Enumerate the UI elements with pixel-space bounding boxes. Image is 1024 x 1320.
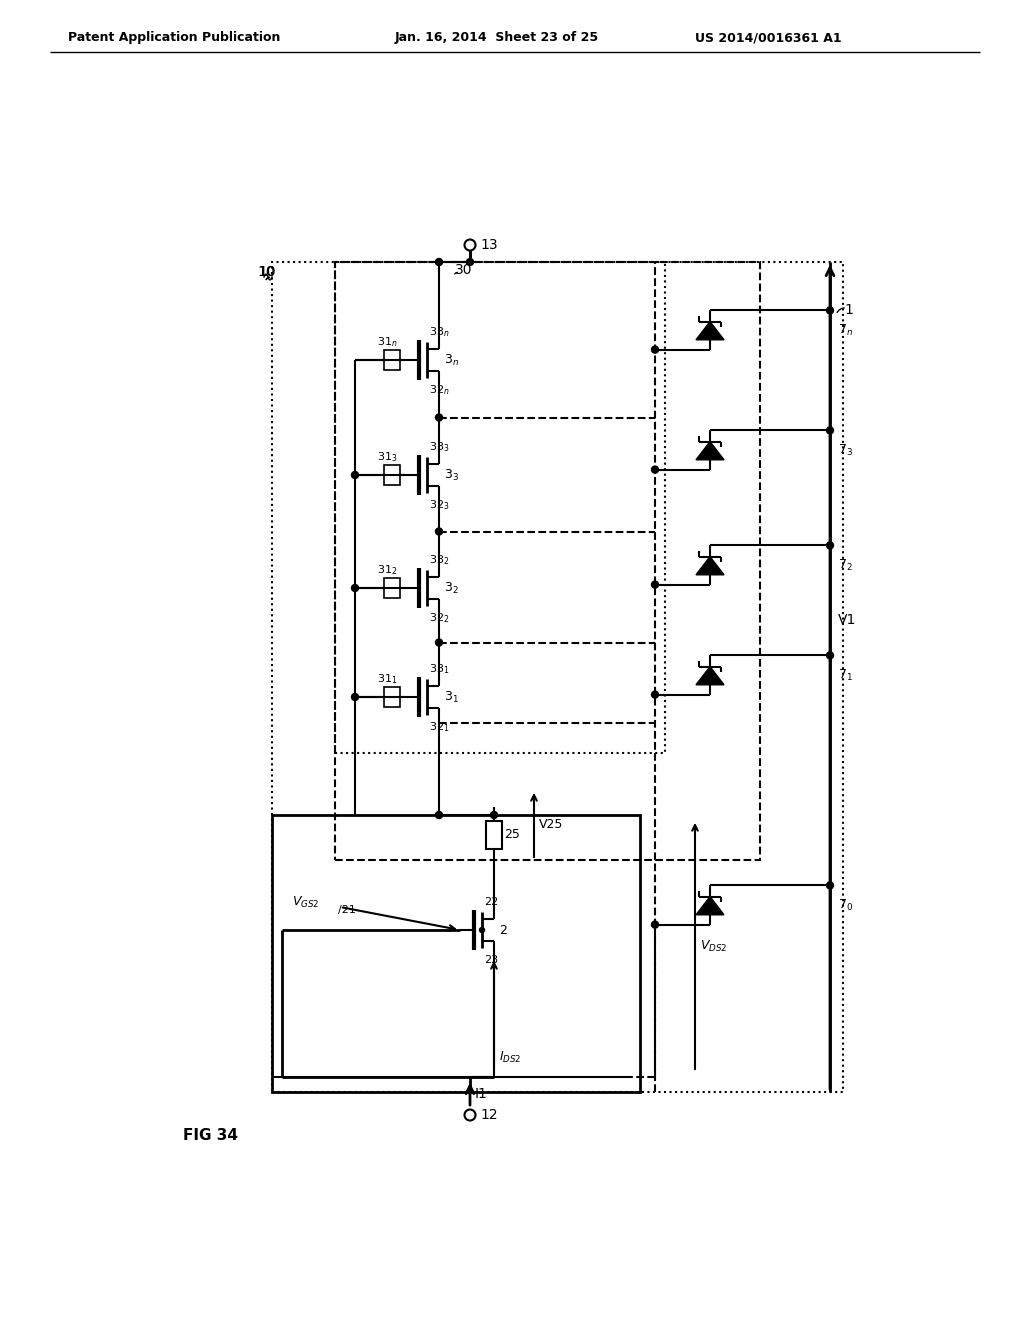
Text: 3$_2$: 3$_2$ (444, 581, 459, 595)
Circle shape (435, 812, 442, 818)
Text: 7$_0$: 7$_0$ (838, 898, 853, 912)
Text: FIG 34: FIG 34 (183, 1127, 238, 1143)
Text: 2: 2 (499, 924, 507, 936)
Text: Jan. 16, 2014  Sheet 23 of 25: Jan. 16, 2014 Sheet 23 of 25 (395, 32, 599, 45)
Text: 32$_1$: 32$_1$ (429, 721, 450, 734)
Bar (486, 821, 502, 849)
Text: 7$_3$: 7$_3$ (838, 442, 853, 458)
Bar (384, 350, 400, 370)
Text: 31$_1$: 31$_1$ (377, 672, 397, 686)
Circle shape (435, 414, 442, 421)
Text: V1: V1 (838, 612, 856, 627)
Text: 7$_2$: 7$_2$ (838, 557, 853, 573)
Text: 12: 12 (480, 1107, 498, 1122)
Polygon shape (696, 322, 724, 339)
Polygon shape (696, 896, 724, 915)
Circle shape (351, 693, 358, 701)
Circle shape (826, 306, 834, 314)
Circle shape (826, 882, 834, 888)
Text: 33$_3$: 33$_3$ (429, 440, 450, 454)
Circle shape (651, 581, 658, 589)
Text: 30: 30 (455, 263, 472, 277)
Text: 3$_3$: 3$_3$ (444, 467, 459, 483)
Circle shape (351, 471, 358, 479)
Text: 3$_1$: 3$_1$ (444, 689, 459, 705)
Text: 7$_1$: 7$_1$ (838, 668, 853, 682)
Circle shape (479, 928, 484, 932)
Circle shape (467, 259, 473, 265)
Circle shape (490, 812, 498, 818)
Bar (384, 686, 400, 708)
Circle shape (826, 426, 834, 434)
Text: 33$_n$: 33$_n$ (429, 325, 450, 339)
Circle shape (826, 652, 834, 659)
Text: 33$_1$: 33$_1$ (429, 663, 450, 676)
Text: V25: V25 (539, 818, 563, 832)
Circle shape (651, 346, 658, 354)
Text: 10: 10 (258, 265, 275, 279)
Text: $V_{GS2}$: $V_{GS2}$ (292, 895, 319, 909)
Text: 1: 1 (844, 304, 853, 317)
Bar (335, 261, 665, 752)
Circle shape (465, 239, 475, 251)
Polygon shape (696, 667, 724, 685)
Text: 13: 13 (480, 238, 498, 252)
Bar (384, 465, 400, 484)
Circle shape (435, 259, 442, 265)
Circle shape (651, 921, 658, 928)
Text: 25: 25 (504, 829, 520, 842)
Circle shape (465, 1110, 475, 1121)
Text: 31$_3$: 31$_3$ (377, 450, 397, 463)
Text: $I_{DS2}$: $I_{DS2}$ (499, 1049, 521, 1064)
Polygon shape (696, 442, 724, 459)
Text: 31$_2$: 31$_2$ (377, 564, 397, 577)
Text: Patent Application Publication: Patent Application Publication (68, 32, 281, 45)
Text: 32$_3$: 32$_3$ (429, 498, 450, 512)
Text: I1: I1 (475, 1086, 487, 1101)
Text: 7$_n$: 7$_n$ (838, 322, 853, 338)
Polygon shape (696, 557, 724, 574)
Bar (335, 261, 760, 861)
Circle shape (826, 543, 834, 549)
Circle shape (651, 466, 658, 473)
Text: $V_{DS2}$: $V_{DS2}$ (700, 939, 727, 953)
Text: 31$_n$: 31$_n$ (377, 335, 397, 348)
Text: 22: 22 (484, 898, 499, 907)
Circle shape (651, 692, 658, 698)
Text: 33$_2$: 33$_2$ (429, 553, 450, 566)
Text: 23: 23 (484, 954, 498, 965)
Bar (384, 578, 400, 598)
Text: 32$_2$: 32$_2$ (429, 611, 450, 624)
Text: 32$_n$: 32$_n$ (429, 383, 450, 397)
Text: /21: /21 (338, 906, 356, 915)
Bar (272, 261, 843, 1092)
Text: 3$_n$: 3$_n$ (444, 352, 459, 367)
Circle shape (435, 639, 442, 645)
Bar (272, 814, 640, 1092)
Text: 10: 10 (257, 265, 274, 279)
Text: US 2014/0016361 A1: US 2014/0016361 A1 (695, 32, 842, 45)
Circle shape (435, 528, 442, 535)
Circle shape (351, 585, 358, 591)
